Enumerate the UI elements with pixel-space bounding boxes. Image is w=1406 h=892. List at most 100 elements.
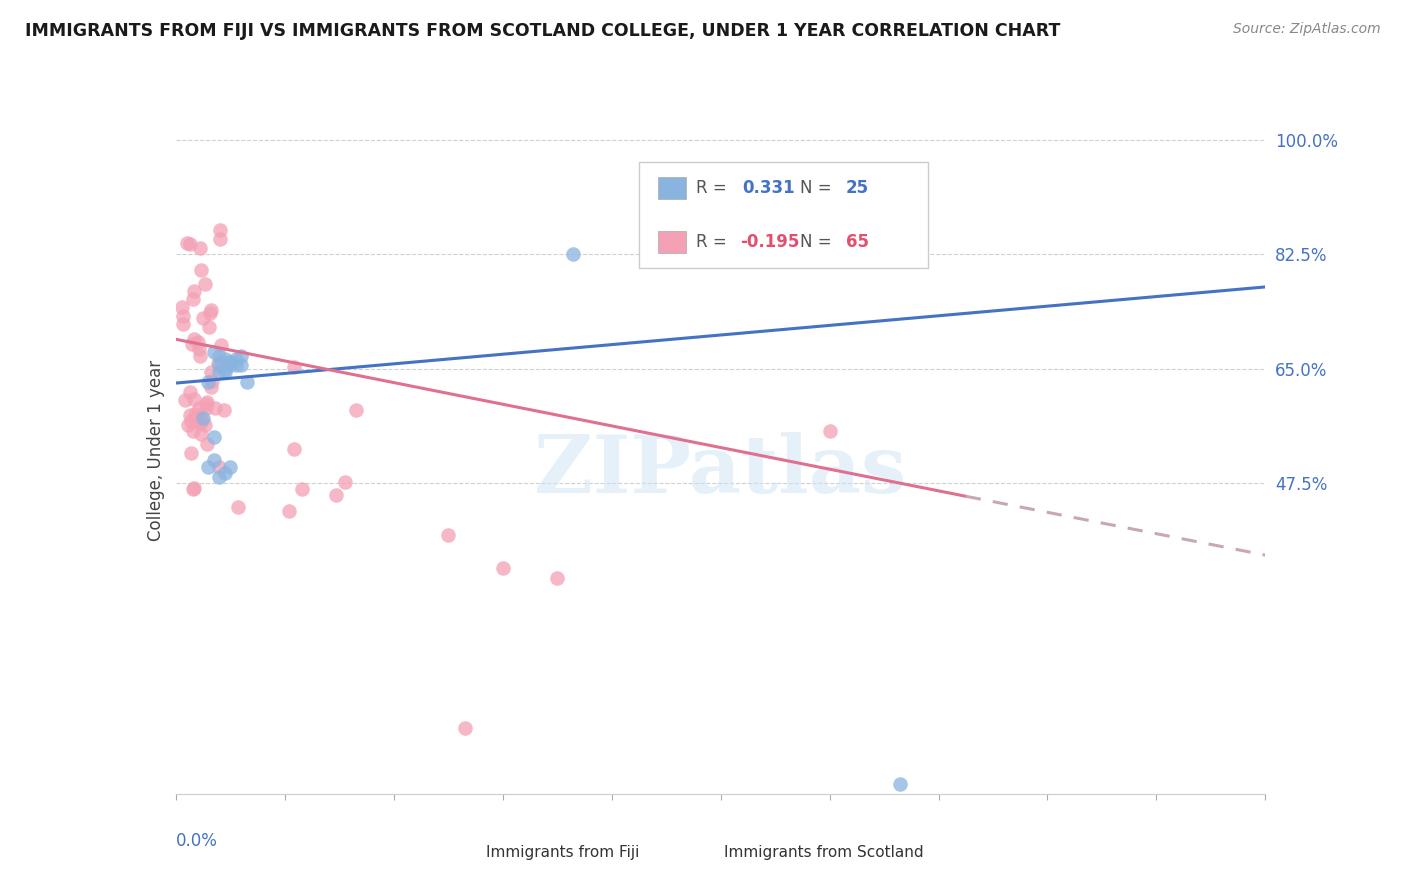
Point (219, 355, 242, 369)
Point (194, 417, 217, 432)
Point (177, 418, 200, 433)
Point (172, 317, 194, 331)
Point (208, 349, 231, 363)
Point (562, 247, 585, 261)
Point (187, 334, 209, 349)
Text: Immigrants from Fiji: Immigrants from Fiji (486, 846, 640, 861)
Point (176, 236, 198, 251)
Point (200, 365, 222, 379)
Point (209, 223, 232, 237)
Point (889, 777, 911, 791)
Point (179, 408, 201, 422)
FancyBboxPatch shape (638, 162, 928, 268)
Text: 25: 25 (846, 179, 869, 197)
Point (211, 355, 233, 369)
Point (231, 349, 253, 363)
Point (214, 361, 236, 376)
Text: -0.195: -0.195 (740, 234, 800, 252)
Point (174, 392, 197, 407)
Bar (658, 178, 686, 199)
Point (214, 351, 236, 366)
Point (190, 426, 212, 441)
Point (492, 561, 515, 575)
Point (200, 380, 222, 394)
Point (208, 469, 231, 483)
Point (183, 284, 205, 298)
Point (219, 459, 242, 474)
Text: ZIPatlas: ZIPatlas (534, 432, 907, 510)
Point (225, 351, 247, 366)
Text: Immigrants from Scotland: Immigrants from Scotland (724, 846, 924, 861)
Point (283, 360, 305, 375)
Point (191, 410, 214, 425)
Point (190, 413, 212, 427)
Point (214, 365, 236, 379)
Point (208, 365, 231, 379)
Point (188, 342, 211, 356)
Point (197, 375, 219, 389)
Point (283, 442, 305, 456)
Point (183, 332, 205, 346)
Text: Source: ZipAtlas.com: Source: ZipAtlas.com (1233, 22, 1381, 37)
Point (195, 437, 218, 451)
Point (202, 430, 225, 444)
Point (197, 459, 219, 474)
Point (204, 401, 226, 415)
Text: 0.331: 0.331 (742, 179, 794, 197)
Point (344, 403, 367, 417)
Point (179, 236, 201, 251)
Point (194, 397, 217, 411)
Point (190, 263, 212, 277)
Point (194, 277, 217, 291)
Point (187, 401, 209, 415)
Point (200, 302, 222, 317)
Point (335, 475, 357, 489)
Point (181, 482, 204, 496)
Text: N =: N = (800, 179, 837, 197)
Point (207, 356, 229, 370)
Point (190, 242, 212, 256)
Point (183, 481, 205, 495)
Text: 65: 65 (846, 234, 869, 252)
Point (180, 446, 202, 460)
Point (209, 338, 232, 352)
Point (195, 395, 218, 409)
Point (172, 309, 194, 323)
Point (214, 467, 236, 481)
Point (201, 375, 224, 389)
Point (219, 359, 242, 373)
Point (208, 359, 231, 373)
Point (278, 504, 301, 518)
Point (202, 453, 225, 467)
Bar (658, 231, 686, 253)
Text: R =: R = (696, 234, 731, 252)
Bar (734, 834, 758, 849)
Point (183, 392, 205, 406)
Point (187, 410, 209, 425)
Point (325, 488, 347, 502)
Point (202, 345, 225, 359)
Point (453, 722, 475, 736)
Point (235, 375, 257, 389)
Text: N =: N = (800, 234, 837, 252)
Bar (484, 834, 508, 849)
Point (190, 349, 212, 363)
Point (291, 482, 314, 496)
Point (181, 424, 204, 438)
Point (818, 424, 841, 438)
Point (194, 401, 217, 416)
Point (546, 571, 568, 585)
Text: IMMIGRANTS FROM FIJI VS IMMIGRANTS FROM SCOTLAND COLLEGE, UNDER 1 YEAR CORRELATI: IMMIGRANTS FROM FIJI VS IMMIGRANTS FROM … (25, 22, 1060, 40)
Point (180, 414, 202, 428)
Point (186, 415, 208, 429)
Text: 0.0%: 0.0% (176, 831, 218, 850)
Point (231, 359, 253, 373)
Point (226, 500, 249, 514)
Point (172, 300, 194, 314)
Y-axis label: College, Under 1 year: College, Under 1 year (146, 359, 165, 541)
Point (437, 528, 460, 542)
Point (198, 306, 221, 320)
Point (212, 402, 235, 417)
Point (198, 319, 221, 334)
Point (181, 336, 204, 351)
